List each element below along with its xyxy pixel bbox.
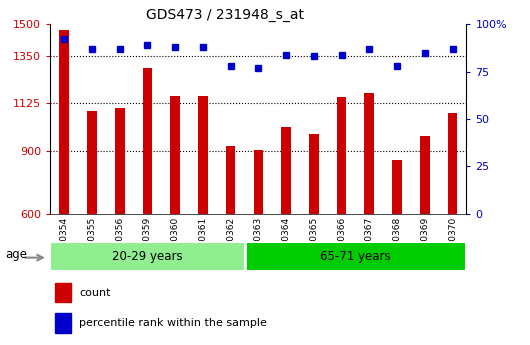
Bar — [143, 68, 152, 214]
Text: age: age — [5, 248, 28, 261]
Bar — [448, 113, 457, 214]
Bar — [55, 283, 71, 302]
Bar — [244, 241, 466, 271]
Bar — [420, 136, 430, 214]
Bar — [198, 96, 208, 214]
Bar — [281, 127, 291, 214]
Text: 65-71 years: 65-71 years — [320, 250, 391, 263]
Bar — [55, 313, 71, 333]
Bar — [365, 93, 374, 214]
Title: GDS473 / 231948_s_at: GDS473 / 231948_s_at — [146, 8, 304, 22]
Bar — [59, 30, 69, 214]
Text: percentile rank within the sample: percentile rank within the sample — [80, 318, 267, 328]
Bar — [170, 96, 180, 214]
Bar — [309, 134, 319, 214]
Text: 20-29 years: 20-29 years — [112, 250, 183, 263]
Bar — [50, 241, 244, 271]
Bar — [253, 150, 263, 214]
Bar — [337, 97, 347, 214]
Text: count: count — [80, 288, 111, 297]
Bar — [115, 108, 125, 214]
Bar — [392, 160, 402, 214]
Bar — [87, 111, 97, 214]
Bar — [226, 146, 235, 214]
